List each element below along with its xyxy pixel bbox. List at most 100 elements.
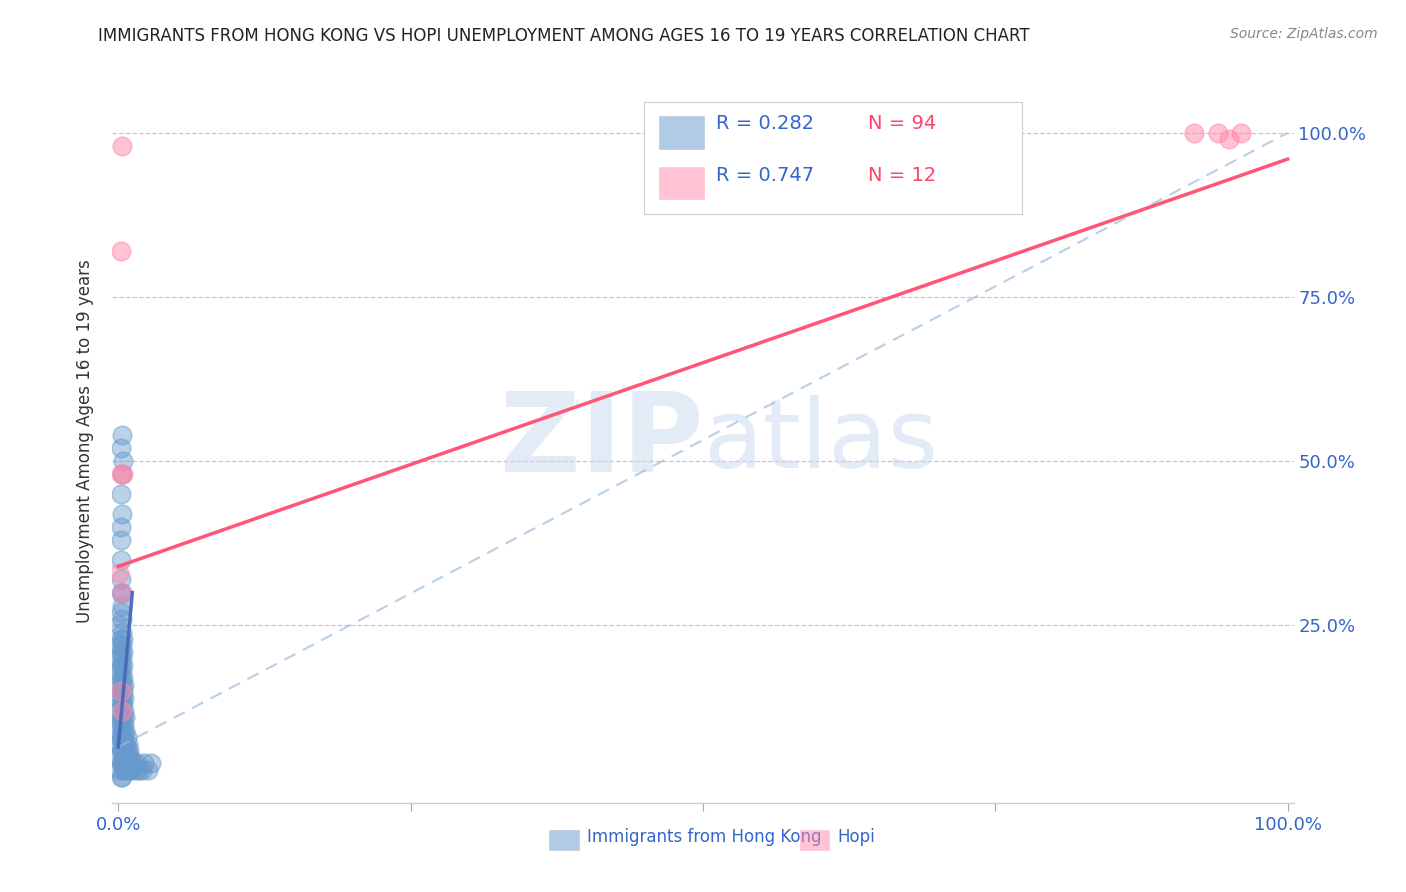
Bar <box>659 116 704 149</box>
Bar <box>644 102 1022 214</box>
Point <box>110 645 132 659</box>
Point <box>111 585 134 599</box>
Point <box>114 749 136 764</box>
Point <box>108 704 131 718</box>
Point <box>117 749 139 764</box>
Point <box>111 454 134 468</box>
Text: R = 0.747: R = 0.747 <box>716 167 814 186</box>
Point <box>114 763 136 777</box>
Point <box>111 612 134 626</box>
Point <box>111 585 134 599</box>
Point <box>112 690 135 705</box>
Point <box>110 684 132 698</box>
Point <box>117 737 139 751</box>
Point <box>111 684 134 698</box>
Point <box>110 441 132 455</box>
Point <box>115 730 138 744</box>
Point <box>111 710 134 724</box>
Point <box>1230 126 1253 140</box>
Point <box>111 717 134 731</box>
Point <box>110 244 132 258</box>
Point <box>110 520 132 534</box>
Text: Immigrants from Hong Kong: Immigrants from Hong Kong <box>588 828 821 846</box>
Point <box>110 533 132 547</box>
Point <box>110 717 132 731</box>
Bar <box>550 830 579 850</box>
Point <box>108 730 131 744</box>
Point <box>120 756 142 771</box>
Point <box>111 698 134 712</box>
Point <box>111 139 134 153</box>
Point <box>112 730 135 744</box>
Point <box>111 625 134 640</box>
Point <box>111 723 134 738</box>
Point <box>115 743 138 757</box>
Point <box>108 638 131 652</box>
Point <box>108 566 131 580</box>
Point <box>111 467 134 482</box>
Point <box>108 677 131 691</box>
Point <box>110 573 132 587</box>
Point <box>111 737 134 751</box>
Point <box>110 553 132 567</box>
Point <box>108 651 131 665</box>
Point <box>108 717 131 731</box>
Point <box>108 665 131 679</box>
Point <box>1182 126 1205 140</box>
Point <box>110 730 132 744</box>
Point <box>139 756 162 771</box>
Point <box>111 677 134 691</box>
Point <box>110 467 132 482</box>
Point <box>125 763 148 777</box>
Point <box>108 763 131 777</box>
Point <box>128 763 150 777</box>
Point <box>111 632 134 646</box>
Point <box>111 763 134 777</box>
Text: ZIP: ZIP <box>499 388 703 495</box>
Point <box>132 756 155 771</box>
Point <box>118 743 141 757</box>
Text: Source: ZipAtlas.com: Source: ZipAtlas.com <box>1230 27 1378 41</box>
Point <box>108 749 131 764</box>
Point <box>136 763 159 777</box>
Point <box>110 632 132 646</box>
Point <box>108 618 131 632</box>
Point <box>110 743 132 757</box>
Point <box>115 756 138 771</box>
Point <box>111 756 134 771</box>
Text: atlas: atlas <box>703 395 938 488</box>
Bar <box>659 167 704 200</box>
Point <box>114 710 136 724</box>
Point <box>111 507 134 521</box>
Point <box>1206 126 1229 140</box>
Point <box>112 756 135 771</box>
Point <box>111 665 134 679</box>
Point <box>111 743 134 757</box>
Point <box>125 756 148 771</box>
Point <box>122 756 145 771</box>
Point <box>112 743 135 757</box>
Point <box>121 763 143 777</box>
Point <box>111 428 134 442</box>
Point <box>118 763 141 777</box>
Point <box>118 756 141 771</box>
Point <box>111 704 134 718</box>
Point <box>111 467 134 482</box>
Point <box>111 645 134 659</box>
Point <box>114 723 136 738</box>
Point <box>110 710 132 724</box>
Point <box>112 704 135 718</box>
Point <box>118 749 141 764</box>
Point <box>112 717 135 731</box>
Point <box>131 763 153 777</box>
Text: Hopi: Hopi <box>838 828 876 846</box>
Point <box>111 657 134 672</box>
Bar <box>800 830 830 850</box>
Point <box>110 657 132 672</box>
Point <box>111 730 134 744</box>
Point <box>108 690 131 705</box>
Point <box>114 737 136 751</box>
Point <box>111 638 134 652</box>
Text: IMMIGRANTS FROM HONG KONG VS HOPI UNEMPLOYMENT AMONG AGES 16 TO 19 YEARS CORRELA: IMMIGRANTS FROM HONG KONG VS HOPI UNEMPL… <box>98 27 1031 45</box>
Point <box>110 684 132 698</box>
